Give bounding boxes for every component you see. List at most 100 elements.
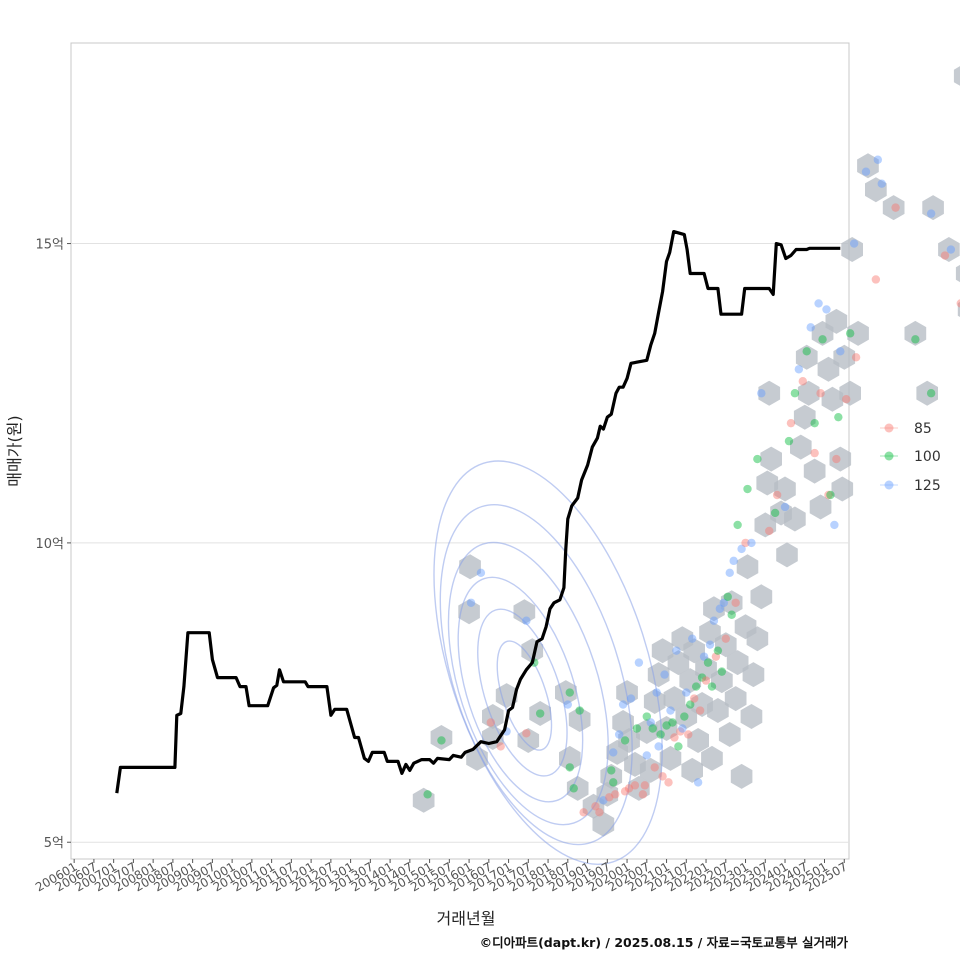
plot-panel xyxy=(70,42,850,860)
point-100-49 xyxy=(668,718,677,727)
point-125-54 xyxy=(678,724,687,733)
hexbin-47 xyxy=(711,668,733,694)
point-85-91 xyxy=(772,490,782,500)
point-100-69 xyxy=(707,682,717,691)
point-100-52 xyxy=(674,742,683,751)
hexbin-2 xyxy=(459,554,481,580)
hexbin-28 xyxy=(643,689,666,714)
hexbin-0 xyxy=(412,787,435,813)
point-85-44 xyxy=(658,772,667,781)
density-contours xyxy=(433,460,663,865)
y-axis: 5억 10억 15억 xyxy=(35,238,71,851)
legend-item-125: 125 xyxy=(880,478,941,494)
hexbin-58 xyxy=(746,626,769,652)
hexbin-8 xyxy=(513,599,536,625)
point-85-40 xyxy=(650,763,659,772)
hexbin-83 xyxy=(847,320,869,346)
hexbin-13 xyxy=(568,707,591,732)
point-85-19 xyxy=(595,808,604,817)
point-85-5 xyxy=(496,742,505,751)
hexbin-56 xyxy=(740,704,763,729)
point-85-16 xyxy=(579,808,588,817)
hexbin-77 xyxy=(825,308,848,334)
hexbin-70 xyxy=(797,380,820,406)
hexbin-61 xyxy=(756,470,779,496)
point-100-37 xyxy=(642,712,651,721)
hexbin-59 xyxy=(750,584,773,610)
hexbin-84 xyxy=(857,153,879,179)
hexbin-92 xyxy=(955,264,960,283)
point-125-122 xyxy=(926,209,936,218)
point-125-70 xyxy=(709,616,719,625)
point-85-29 xyxy=(624,784,634,793)
point-125-41 xyxy=(652,688,661,697)
point-100-12 xyxy=(565,688,574,697)
point-100-123 xyxy=(926,389,936,398)
legend-label-85: 85 xyxy=(914,421,932,437)
point-125-7 xyxy=(522,616,531,625)
point-85-71 xyxy=(711,652,721,661)
point-100-0 xyxy=(423,790,432,799)
point-125-116 xyxy=(861,167,871,176)
hexbin-80 xyxy=(833,344,856,370)
point-100-21 xyxy=(607,766,616,775)
point-85-81 xyxy=(731,598,740,607)
point-100-77 xyxy=(723,592,732,601)
point-125-125 xyxy=(946,245,956,254)
point-125-59 xyxy=(688,634,697,643)
hexbin-50 xyxy=(720,590,743,616)
hexbin-10 xyxy=(517,728,540,753)
hexbin-88 xyxy=(922,195,944,221)
median-line-layer xyxy=(115,230,841,794)
point-100-58 xyxy=(686,700,695,709)
point-85-112 xyxy=(842,395,851,404)
point-125-88 xyxy=(757,389,766,398)
point-100-74 xyxy=(717,667,727,676)
point-100-110 xyxy=(834,412,843,422)
point-100-121 xyxy=(911,335,920,344)
density-contour-2 xyxy=(457,576,584,803)
point-125-102 xyxy=(814,299,823,308)
point-100-13 xyxy=(565,763,574,772)
point-85-47 xyxy=(664,778,673,787)
point-125-99 xyxy=(806,323,815,332)
point-125-33 xyxy=(634,658,644,667)
chart-caption: ©디아파트(dapt.kr) / 2025.08.15 / 자료=국토교통부 실… xyxy=(480,935,849,950)
point-125-3 xyxy=(476,568,486,578)
hexbin-51 xyxy=(724,686,747,712)
point-100-22 xyxy=(609,778,618,787)
point-125-25 xyxy=(614,730,624,739)
point-85-50 xyxy=(670,733,679,742)
point-85-115 xyxy=(851,353,861,362)
legend: 85 100 125 xyxy=(880,421,941,494)
point-100-10 xyxy=(535,709,545,718)
hexbin-72 xyxy=(803,458,826,484)
hexbin-57 xyxy=(742,662,765,688)
hexbin-26 xyxy=(636,719,658,744)
point-100-67 xyxy=(703,658,713,667)
hexbin-65 xyxy=(774,476,796,502)
hexbin-23 xyxy=(618,728,640,753)
point-85-84 xyxy=(741,538,750,548)
point-85-60 xyxy=(689,694,699,703)
hexbin-40 xyxy=(687,728,709,753)
y-tick-label-1: 10억 xyxy=(35,537,64,552)
point-125-62 xyxy=(693,778,703,787)
hexbin-71 xyxy=(795,344,818,370)
hexbin-89 xyxy=(916,380,938,406)
point-100-90 xyxy=(770,508,780,518)
point-100-27 xyxy=(620,736,630,745)
point-125-23 xyxy=(609,748,618,757)
point-125-56 xyxy=(682,688,691,697)
hexbin-6 xyxy=(495,683,518,709)
hexbin-32 xyxy=(659,745,682,771)
point-85-24 xyxy=(611,790,620,799)
legend-label-125: 125 xyxy=(914,478,941,494)
hexbin-55 xyxy=(736,554,759,580)
hexbin-67 xyxy=(784,506,806,532)
point-85-100 xyxy=(810,448,819,458)
legend-item-85: 85 xyxy=(880,421,932,437)
hexbin-48 xyxy=(715,632,737,658)
point-100-113 xyxy=(845,329,855,338)
density-contour-1 xyxy=(477,608,568,777)
